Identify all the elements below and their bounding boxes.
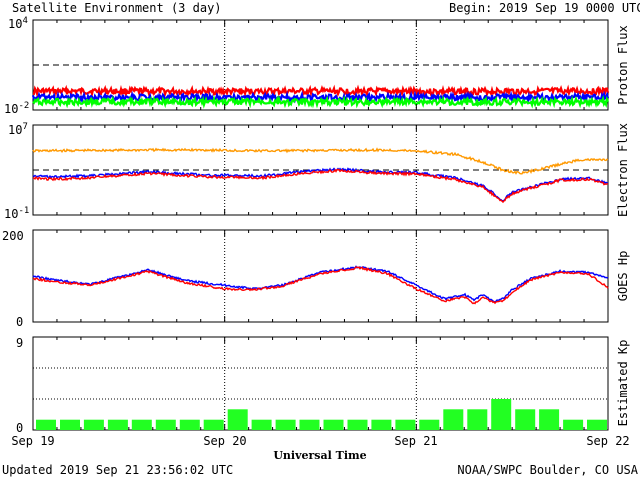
- kp-bar: [443, 409, 464, 430]
- electron-series-2: [32, 168, 609, 204]
- kp-bar: [395, 419, 416, 430]
- electron-ytick-bottom: 10-1: [4, 206, 29, 221]
- kp-bar: [179, 419, 200, 430]
- credit-text: NOAA/SWPC Boulder, CO USA: [457, 463, 638, 477]
- kp-bar: [60, 419, 80, 430]
- kp-bar: [467, 409, 488, 430]
- kp-bar: [587, 419, 607, 430]
- kp-bar: [347, 419, 368, 430]
- kp-bar: [107, 419, 128, 430]
- hp-ytick-top: 200: [2, 229, 24, 243]
- kp-bar: [539, 409, 560, 430]
- xtick-sep22: Sep 22: [586, 434, 629, 448]
- proton-ytick-top: 104: [8, 16, 28, 31]
- xtick-sep20: Sep 20: [203, 434, 246, 448]
- proton-flux-label: Proton Flux: [616, 25, 630, 104]
- estimated-kp-label: Estimated Kp: [616, 340, 630, 427]
- grid-lines: [33, 20, 608, 430]
- kp-bar: [491, 399, 512, 430]
- kp-bar: [419, 419, 440, 430]
- goes-hp-panel: [32, 229, 609, 323]
- goes_hp-series-0: [32, 265, 609, 303]
- begin-value: 2019 Sep 19 0000 UTC: [499, 1, 640, 15]
- data-series: [31, 84, 610, 430]
- kp-bar: [131, 419, 152, 430]
- goes_hp-series-1: [32, 266, 609, 305]
- kp-bar: [83, 419, 104, 430]
- kp-bar: [251, 419, 272, 430]
- kp-ytick-top: 9: [16, 336, 23, 350]
- kp-bar: [323, 419, 344, 430]
- kp-bar: [299, 419, 320, 430]
- proton-series-0: [32, 84, 610, 99]
- xtick-sep19: Sep 19: [11, 434, 54, 448]
- kp-bar: [275, 419, 296, 430]
- x-axis-label: Universal Time: [273, 449, 366, 462]
- kp-bar: [203, 419, 224, 430]
- electron-series-0: [32, 147, 609, 175]
- kp-bar: [563, 419, 584, 430]
- updated-timestamp: Updated 2019 Sep 21 23:56:02 UTC: [2, 463, 233, 477]
- xtick-sep21: Sep 21: [394, 434, 437, 448]
- electron-flux-label: Electron Flux: [616, 123, 630, 217]
- proton-ytick-bottom: 10-2: [4, 101, 29, 116]
- axis-ticks: [56, 20, 585, 430]
- begin-label: Begin:: [449, 1, 492, 15]
- kp-bar: [36, 419, 56, 430]
- goes-hp-label: GOES Hp: [616, 251, 630, 302]
- kp-ytick-bottom: 0: [16, 421, 23, 435]
- kp-bar: [515, 409, 536, 430]
- hp-ytick-bottom: 0: [16, 315, 23, 329]
- chart-title: Satellite Environment (3 day): [12, 1, 222, 15]
- proton-series-2: [32, 94, 610, 109]
- kp-bar: [371, 419, 392, 430]
- kp-bar: [155, 419, 176, 430]
- electron-series-1: [32, 167, 609, 202]
- kp-bar: [227, 409, 248, 430]
- proton-series-1: [31, 90, 610, 105]
- electron-ytick-top: 107: [8, 122, 28, 137]
